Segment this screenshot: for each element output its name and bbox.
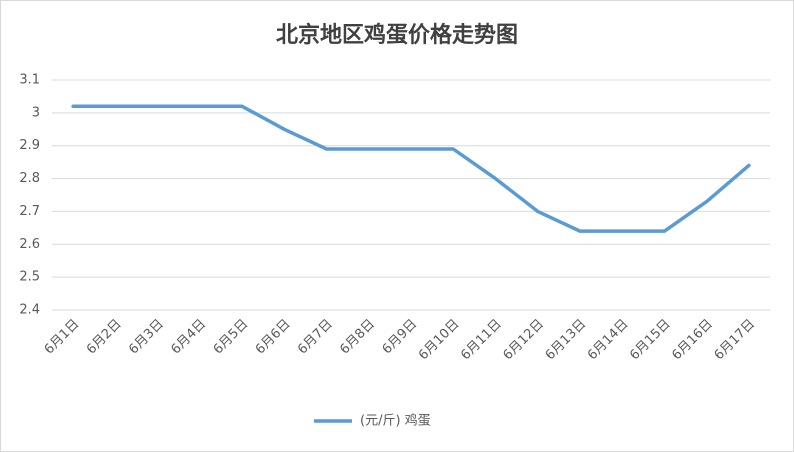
y-tick-label: 2.4 — [19, 303, 40, 318]
y-tick-label: 2.6 — [19, 237, 40, 252]
chart-title: 北京地区鸡蛋价格走势图 — [276, 22, 518, 48]
legend-label: (元/斤) 鸡蛋 — [360, 413, 431, 429]
y-tick-label: 3 — [32, 105, 40, 120]
y-tick-label: 2.5 — [19, 270, 40, 285]
y-tick-label: 2.7 — [19, 204, 40, 219]
y-tick-label: 2.8 — [19, 171, 40, 186]
data-line — [71, 104, 751, 233]
y-tick-label: 3.1 — [19, 73, 40, 88]
y-tick-label: 2.9 — [19, 138, 40, 153]
